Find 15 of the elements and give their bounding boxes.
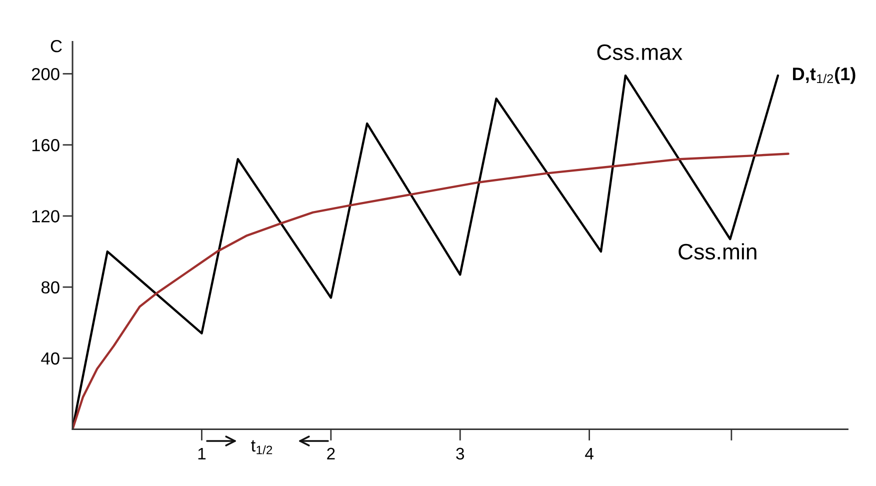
annotation: D,t$_{1/2}$(1) (793, 67, 856, 84)
text: t$_{1/2}$ (251, 440, 272, 454)
y-tick-label: 120 (32, 210, 60, 222)
y-axis-title: C (50, 40, 62, 52)
annotation: Css.min (678, 243, 756, 260)
x-tick-label: 2 (327, 448, 335, 460)
y-tick-label: 40 (41, 352, 60, 365)
x-tick-label: 1 (198, 448, 206, 460)
line-series (72, 152, 790, 430)
y-tick-label: 80 (41, 281, 60, 294)
annotation: Css.max (597, 44, 682, 60)
x-tick-label: 3 (456, 448, 464, 460)
y-tick-label: 200 (32, 68, 60, 80)
x-tick-label: 4 (585, 448, 594, 460)
y-tick-label: 160 (32, 139, 60, 152)
